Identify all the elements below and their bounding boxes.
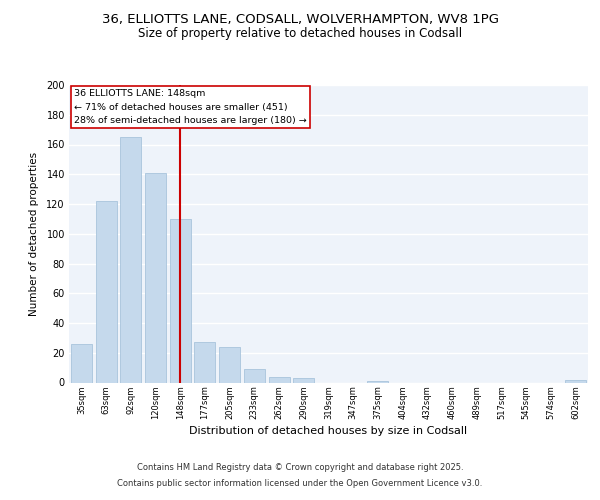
- Bar: [194, 342, 215, 382]
- Bar: [120, 137, 141, 382]
- Text: Size of property relative to detached houses in Codsall: Size of property relative to detached ho…: [138, 28, 462, 40]
- Text: Contains HM Land Registry data © Crown copyright and database right 2025.: Contains HM Land Registry data © Crown c…: [137, 464, 463, 472]
- Y-axis label: Number of detached properties: Number of detached properties: [29, 152, 40, 316]
- Bar: [95, 201, 116, 382]
- X-axis label: Distribution of detached houses by size in Codsall: Distribution of detached houses by size …: [190, 426, 467, 436]
- Text: 36, ELLIOTTS LANE, CODSALL, WOLVERHAMPTON, WV8 1PG: 36, ELLIOTTS LANE, CODSALL, WOLVERHAMPTO…: [101, 12, 499, 26]
- Bar: [244, 369, 265, 382]
- Bar: [219, 347, 240, 382]
- Bar: [293, 378, 314, 382]
- Bar: [367, 381, 388, 382]
- Bar: [170, 219, 191, 382]
- Text: 36 ELLIOTTS LANE: 148sqm
← 71% of detached houses are smaller (451)
28% of semi-: 36 ELLIOTTS LANE: 148sqm ← 71% of detach…: [74, 90, 307, 125]
- Bar: [565, 380, 586, 382]
- Bar: [145, 173, 166, 382]
- Bar: [269, 376, 290, 382]
- Bar: [71, 344, 92, 383]
- Text: Contains public sector information licensed under the Open Government Licence v3: Contains public sector information licen…: [118, 478, 482, 488]
